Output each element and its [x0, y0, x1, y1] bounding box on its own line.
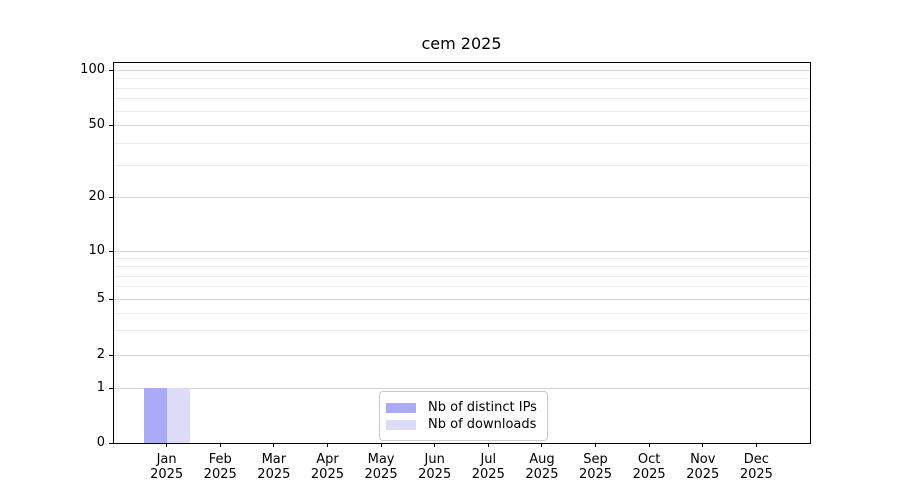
x-tick-mark [541, 443, 543, 447]
y-tick-label: 20 [88, 189, 105, 204]
bar-nb-of-distinct-ips [143, 388, 167, 443]
bars-layer [114, 63, 810, 443]
y-tick-label: 50 [88, 117, 105, 132]
grid-layer [114, 63, 810, 443]
minor-gridline [114, 87, 810, 89]
minor-gridline [114, 312, 810, 314]
y-tick-mark [109, 196, 113, 198]
x-tick-label: Oct 2025 [614, 452, 684, 482]
y-tick-mark [109, 124, 113, 126]
legend-item-distinct-ips: Nb of distinct IPs [386, 399, 537, 416]
x-tick-year: 2025 [686, 467, 720, 482]
minor-gridline [114, 98, 810, 100]
major-gridline [114, 70, 810, 71]
minor-gridline [114, 258, 810, 260]
legend-swatch-distinct-ips [386, 402, 416, 413]
x-tick-mark [326, 443, 328, 447]
major-gridline [114, 125, 810, 126]
x-tick-month: Apr [316, 452, 339, 467]
x-tick-mark [219, 443, 221, 447]
x-tick-mark [380, 443, 382, 447]
major-gridline [114, 388, 810, 389]
y-tick-label: 100 [80, 62, 105, 77]
y-tick-label: 10 [88, 243, 105, 258]
x-tick-year: 2025 [471, 467, 505, 482]
x-tick-year: 2025 [257, 467, 291, 482]
major-gridline [114, 299, 810, 300]
x-tick-month: Nov [690, 452, 716, 467]
major-gridline [114, 355, 810, 356]
x-tick-mark [487, 443, 489, 447]
y-tick-mark [109, 69, 113, 71]
minor-gridline [114, 78, 810, 80]
legend-swatch-downloads [386, 419, 416, 430]
x-tick-year: 2025 [310, 467, 344, 482]
x-tick-mark [434, 443, 436, 447]
x-tick-month: Dec [743, 452, 769, 467]
x-tick-month: Mar [261, 452, 287, 467]
y-tick-mark [109, 298, 113, 300]
x-tick-month: Jan [156, 452, 177, 467]
x-tick-month: Sep [583, 452, 608, 467]
x-tick-year: 2025 [203, 467, 237, 482]
x-tick-month: Oct [637, 452, 661, 467]
x-tick-mark [166, 443, 168, 447]
legend-item-downloads: Nb of downloads [386, 416, 537, 433]
x-tick-label: May 2025 [346, 452, 416, 482]
x-tick-label: Sep 2025 [561, 452, 631, 482]
x-tick-mark [755, 443, 757, 447]
x-tick-label: Apr 2025 [292, 452, 362, 482]
x-tick-label: Dec 2025 [721, 452, 791, 482]
x-tick-month: Aug [529, 452, 555, 467]
x-tick-label: Jul 2025 [453, 452, 523, 482]
minor-gridline [114, 275, 810, 277]
minor-gridline [114, 266, 810, 268]
minor-gridline [114, 330, 810, 332]
bar-nb-of-downloads [166, 388, 190, 443]
y-tick-label: 0 [96, 435, 105, 450]
chart-title: cem 2025 [421, 34, 502, 53]
x-tick-month: Jun [424, 452, 445, 467]
plot-area: Nb of distinct IPs Nb of downloads [113, 62, 811, 444]
y-tick-mark [109, 387, 113, 389]
major-gridline [114, 197, 810, 198]
x-tick-year: 2025 [632, 467, 666, 482]
x-tick-label: Aug 2025 [507, 452, 577, 482]
x-tick-label: Jun 2025 [400, 452, 470, 482]
y-tick-label: 2 [96, 347, 105, 362]
minor-gridline [114, 110, 810, 112]
minor-gridline [114, 165, 810, 167]
x-tick-year: 2025 [364, 467, 398, 482]
x-tick-mark [648, 443, 650, 447]
x-tick-mark [595, 443, 597, 447]
y-tick-label: 1 [96, 380, 105, 395]
x-tick-label: Mar 2025 [239, 452, 309, 482]
y-tick-mark [109, 250, 113, 252]
x-tick-year: 2025 [578, 467, 613, 482]
x-tick-mark [273, 443, 275, 447]
legend: Nb of distinct IPs Nb of downloads [379, 391, 548, 441]
major-gridline [114, 251, 810, 252]
x-tick-year: 2025 [739, 467, 773, 482]
x-tick-mark [702, 443, 704, 447]
x-tick-label: Jan 2025 [132, 452, 202, 482]
y-tick-label: 5 [96, 291, 105, 306]
legend-label-downloads: Nb of downloads [428, 417, 537, 432]
minor-gridline [114, 286, 810, 288]
x-tick-month: Feb [208, 452, 232, 467]
minor-gridline [114, 142, 810, 144]
x-tick-label: Nov 2025 [668, 452, 738, 482]
x-tick-month: Jul [480, 452, 497, 467]
x-tick-year: 2025 [418, 467, 452, 482]
x-tick-year: 2025 [525, 467, 559, 482]
y-tick-mark [109, 442, 113, 444]
x-tick-year: 2025 [150, 467, 184, 482]
y-tick-mark [109, 354, 113, 356]
x-tick-label: Feb 2025 [185, 452, 255, 482]
legend-label-distinct-ips: Nb of distinct IPs [428, 400, 537, 415]
x-tick-month: May [367, 452, 395, 467]
